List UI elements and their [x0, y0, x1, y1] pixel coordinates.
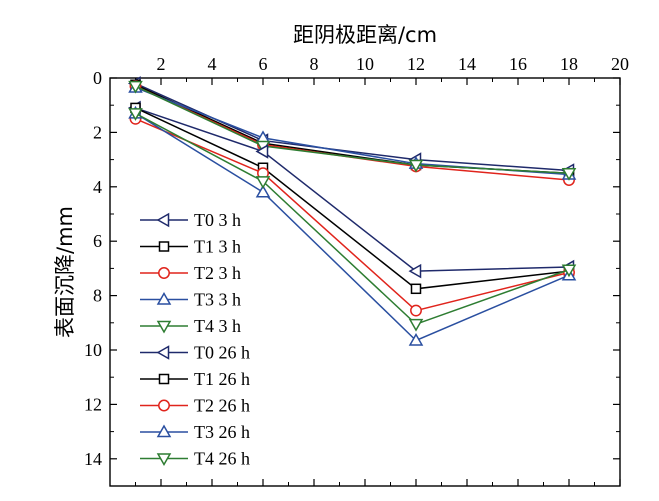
data-point-marker: [408, 318, 424, 332]
legend-marker: [156, 345, 170, 360]
x-tick-label: 20: [611, 54, 629, 74]
series-line: [135, 112, 570, 326]
y-tick-label: 6: [93, 231, 102, 251]
data-point-marker: [255, 144, 269, 159]
legend-item: T1 26 h: [140, 369, 250, 389]
series-line: [135, 107, 570, 272]
legend-item: T3 26 h: [140, 422, 250, 442]
y-tick-label: 2: [93, 122, 102, 142]
legend-label: T3 26 h: [194, 422, 250, 442]
legend-marker: [156, 291, 172, 305]
legend-marker: [158, 241, 170, 252]
data-point-marker: [408, 332, 424, 346]
series-layer: [127, 76, 577, 346]
legend-label: T3 3 h: [194, 290, 241, 310]
legend-marker: [158, 267, 170, 279]
x-tick-label: 4: [208, 54, 217, 74]
legend-item: T4 26 h: [140, 449, 250, 469]
legend-label: T0 26 h: [194, 343, 250, 363]
legend-marker: [156, 453, 172, 467]
legend-marker: [156, 212, 170, 228]
series-line: [135, 107, 570, 290]
x-tick-label: 6: [259, 54, 268, 74]
legend-marker: [156, 424, 172, 438]
data-point-marker: [128, 108, 143, 121]
legend-marker: [158, 373, 170, 385]
series-t3-3-h: [128, 80, 577, 180]
x-axis-ticks: 2 4 6 8 10 12 14 16 18 20: [135, 54, 629, 486]
legend-item: T2 3 h: [140, 263, 241, 283]
x-axis-title: 距阴极距离/cm: [293, 23, 437, 47]
series-t4-26-h: [128, 108, 577, 332]
y-axis-ticks: 0 2 4 6 8 10 12 14: [84, 68, 620, 469]
x-tick-label: 18: [560, 54, 578, 74]
legend-label: T2 3 h: [194, 263, 241, 283]
y-tick-label: 12: [84, 394, 102, 414]
data-point-marker: [255, 184, 271, 198]
series-line: [135, 86, 570, 176]
data-point-marker: [408, 263, 422, 279]
y-axis-title: 表面沉降/mm: [53, 206, 77, 338]
data-point-marker: [410, 283, 422, 295]
y-tick-label: 0: [93, 68, 102, 88]
legend: T0 3 h T1 3 h T2 3 h T3 3 h T4 3 h T0 26 h T1 …: [140, 210, 250, 469]
legend-item: T0 26 h: [140, 343, 250, 363]
series-line: [135, 112, 570, 342]
legend-label: T1 3 h: [194, 237, 241, 257]
legend-label: T2 26 h: [194, 396, 250, 416]
x-tick-label: 16: [509, 54, 527, 74]
data-point-marker: [255, 176, 271, 189]
data-point-marker: [561, 264, 577, 278]
y-tick-label: 10: [84, 340, 102, 360]
legend-marker: [156, 320, 172, 334]
series-line: [135, 84, 570, 174]
legend-item: T4 3 h: [140, 316, 241, 336]
legend-item: T1 3 h: [140, 237, 241, 257]
legend-label: T1 26 h: [194, 369, 250, 389]
x-tick-label: 10: [356, 54, 374, 74]
plot-frame: [109, 77, 621, 487]
data-point-marker: [128, 80, 143, 94]
series-line: [135, 85, 570, 174]
series-line: [135, 118, 570, 312]
x-tick-label: 2: [157, 54, 166, 74]
series-t4-3-h: [128, 80, 577, 181]
legend-item: T3 3 h: [140, 290, 241, 310]
legend-label: T0 3 h: [194, 210, 241, 230]
series-t0-3-h: [127, 76, 575, 178]
legend-item: T0 3 h: [140, 210, 241, 230]
y-tick-label: 14: [84, 449, 102, 469]
legend-label: T4 3 h: [194, 316, 241, 336]
y-tick-label: 8: [93, 286, 102, 306]
y-tick-label: 4: [93, 177, 102, 197]
legend-marker: [158, 399, 170, 412]
x-tick-label: 12: [407, 54, 425, 74]
data-point-marker: [408, 159, 424, 173]
x-tick-label: 8: [310, 54, 319, 74]
x-tick-label: 14: [458, 54, 476, 74]
data-point-marker: [410, 304, 422, 317]
legend-item: T2 26 h: [140, 396, 250, 416]
legend-label: T4 26 h: [194, 449, 250, 469]
data-point-marker: [561, 167, 577, 181]
